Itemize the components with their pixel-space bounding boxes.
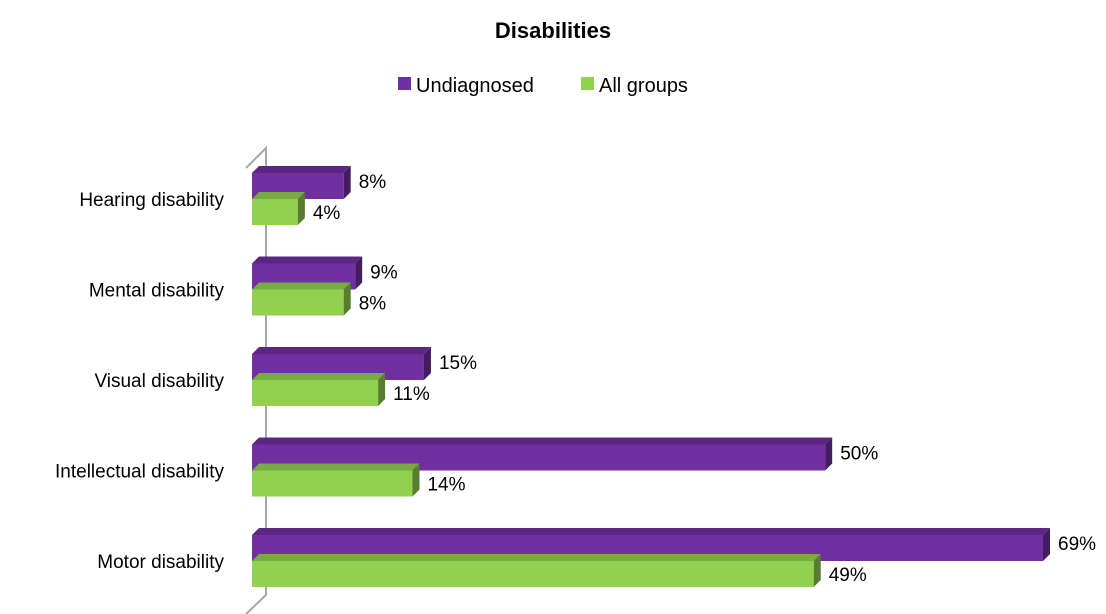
bar-side-face (378, 373, 386, 406)
bar-side-face (343, 166, 351, 199)
bar-front-face (252, 199, 298, 225)
data-label-undiagnosed-intellectual-disability: 50% (840, 444, 878, 465)
bar-side-face (297, 192, 305, 225)
bar-side-face (825, 437, 833, 471)
bar-top-face (252, 192, 305, 199)
bar-top-face (252, 528, 1050, 535)
data-label-all-groups-intellectual-disability: 14% (427, 475, 465, 496)
bar-all-groups-intellectual-disability (252, 463, 420, 497)
bar-top-face (252, 282, 351, 290)
data-label-undiagnosed-hearing-disability: 8% (359, 172, 387, 193)
bar-side-face (412, 463, 420, 497)
data-label-all-groups-visual-disability: 11% (393, 384, 430, 405)
bar-front-face (252, 470, 413, 497)
legend-swatch-undiagnosed (398, 77, 411, 90)
bar-side-face (423, 347, 431, 380)
bar-top-face (252, 373, 386, 380)
data-label-all-groups-hearing-disability: 4% (313, 203, 341, 224)
legend-swatch-all-groups (581, 77, 594, 90)
data-label-undiagnosed-visual-disability: 15% (439, 353, 477, 374)
data-label-all-groups-mental-disability: 8% (359, 294, 387, 315)
bar-side-face (355, 256, 363, 290)
bar-top-face (252, 463, 420, 471)
bar-top-face (252, 166, 351, 173)
bar-top-face (252, 554, 821, 561)
category-labels: Hearing disability Mental disability Visua… (55, 190, 224, 573)
data-label-all-groups-motor-disability: 49% (829, 565, 867, 586)
category-label-mental-disability: Mental disability (89, 281, 225, 302)
bar-side-face (1043, 528, 1050, 561)
bar-all-groups-visual-disability (252, 373, 386, 406)
bar-side-face (813, 554, 821, 587)
data-label-undiagnosed-motor-disability: 69% (1058, 534, 1096, 555)
legend: Undiagnosed All groups (398, 75, 688, 97)
category-label-hearing-disability: Hearing disability (79, 190, 224, 211)
bar-top-face (252, 256, 363, 264)
legend-label-all-groups: All groups (599, 75, 688, 97)
bar-front-face (252, 380, 379, 406)
bar-all-groups-motor-disability (252, 554, 821, 587)
legend-label-undiagnosed: Undiagnosed (416, 75, 534, 97)
bar-all-groups-mental-disability (252, 282, 351, 316)
bar-all-groups-hearing-disability (252, 192, 305, 225)
bars (252, 166, 1050, 587)
bar-front-face (252, 289, 344, 316)
data-labels: 8% 4% 9% 8% 15% 11% 50% 14% 69% 49% (313, 172, 1096, 586)
category-label-motor-disability: Motor disability (97, 552, 224, 573)
category-label-visual-disability: Visual disability (94, 371, 224, 392)
bar-top-face (252, 347, 431, 354)
bar-side-face (343, 282, 351, 316)
data-label-undiagnosed-mental-disability: 9% (370, 263, 398, 284)
bar-top-face (252, 437, 833, 445)
chart-title: Disabilities (495, 18, 611, 43)
category-label-intellectual-disability: Intellectual disability (55, 462, 224, 483)
bar-front-face (252, 561, 814, 587)
